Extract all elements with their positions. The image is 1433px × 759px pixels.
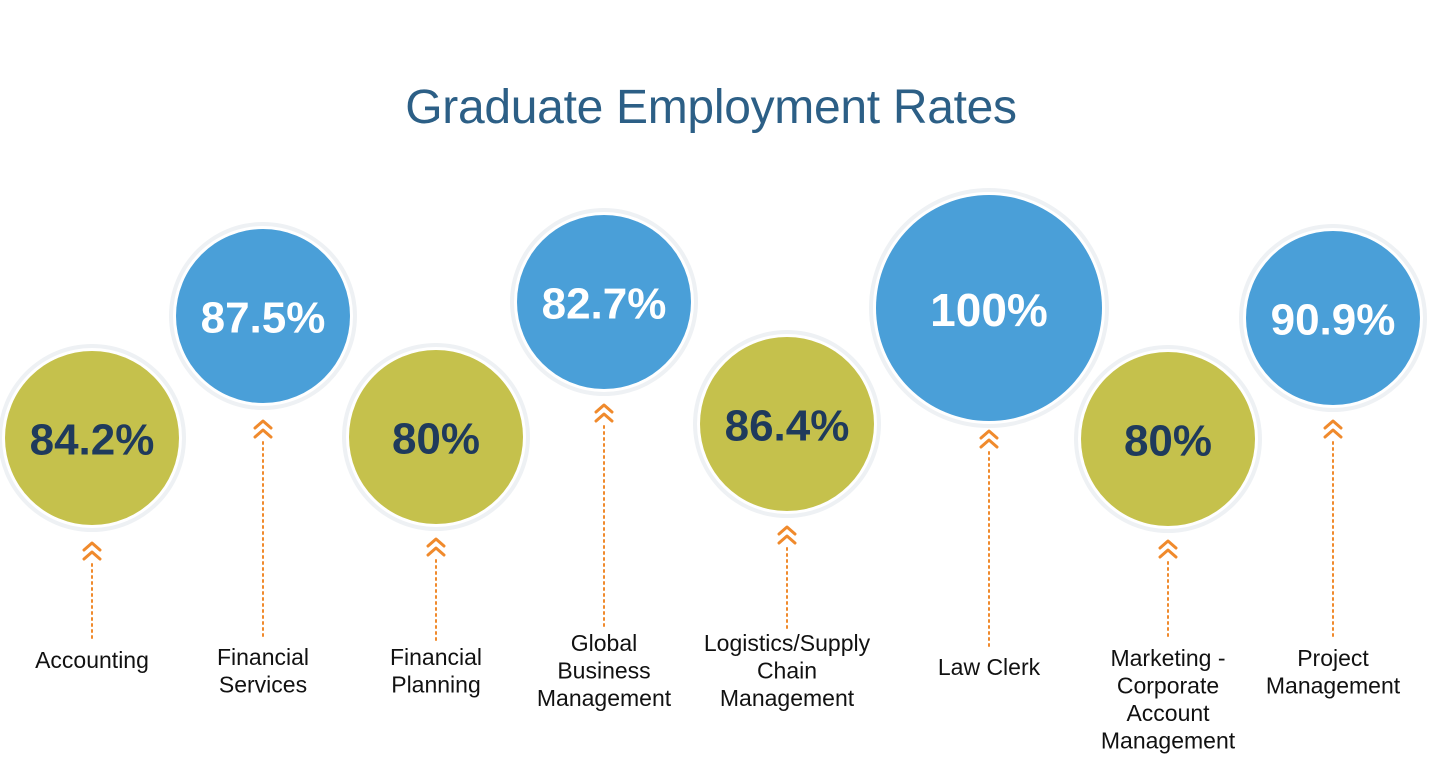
bubble-circle [876,195,1102,421]
chevron-up-icon [1323,419,1343,430]
category-label: Financial [217,644,309,670]
value-label: 84.2% [30,416,155,465]
category-label: Services [219,672,307,698]
value-label: 100% [930,284,1048,336]
chevron-up-icon [777,525,797,536]
chevron-up-icon [426,546,446,557]
category-label: Account [1126,700,1210,726]
chevron-up-icon [594,403,614,414]
value-label: 80% [392,415,480,464]
chevron-up-icon [426,537,446,548]
value-label: 87.5% [201,294,326,343]
category-label: Management [1266,673,1401,699]
chevron-up-icon [82,550,102,561]
category-label: Planning [391,672,481,698]
category-label: Accounting [35,647,149,673]
chevron-up-icon [1158,548,1178,559]
bubble-circle [176,229,350,403]
chevron-up-icon [979,429,999,440]
value-label: 80% [1124,417,1212,466]
category-label: Law Clerk [938,654,1041,680]
category-label: Management [537,685,672,711]
category-label: Financial [390,644,482,670]
chevron-up-icon [253,419,273,430]
category-label: Logistics/Supply [704,630,871,656]
category-label: Management [720,685,855,711]
chevron-up-icon [1158,539,1178,550]
bubble-circle [700,337,874,511]
chevron-up-icon [253,428,273,439]
category-label: Global [571,630,637,656]
bubble-circle [5,351,179,525]
bubble-circle [349,350,523,524]
bubble-item: 100% Law Clerk [869,188,1109,680]
category-label: Corporate [1117,673,1219,699]
chevron-up-icon [1323,428,1343,439]
chevron-up-icon [979,438,999,449]
chevron-up-icon [82,541,102,552]
category-label: Chain [757,658,817,684]
bubble-circle [1081,352,1255,526]
category-label: Management [1101,728,1236,754]
chevron-up-icon [777,534,797,545]
category-label: Business [557,658,650,684]
chevron-up-icon [594,412,614,423]
category-label: Marketing - [1110,645,1225,671]
bubble-circle [1246,231,1420,405]
bubble-item: 84.2% Accounting [0,344,186,673]
chart-title: Graduate Employment Rates [405,81,1017,134]
value-label: 82.7% [542,280,667,329]
bubble-circle [517,215,691,389]
category-label: Project [1297,645,1369,671]
value-label: 90.9% [1271,296,1396,345]
value-label: 86.4% [725,402,850,451]
